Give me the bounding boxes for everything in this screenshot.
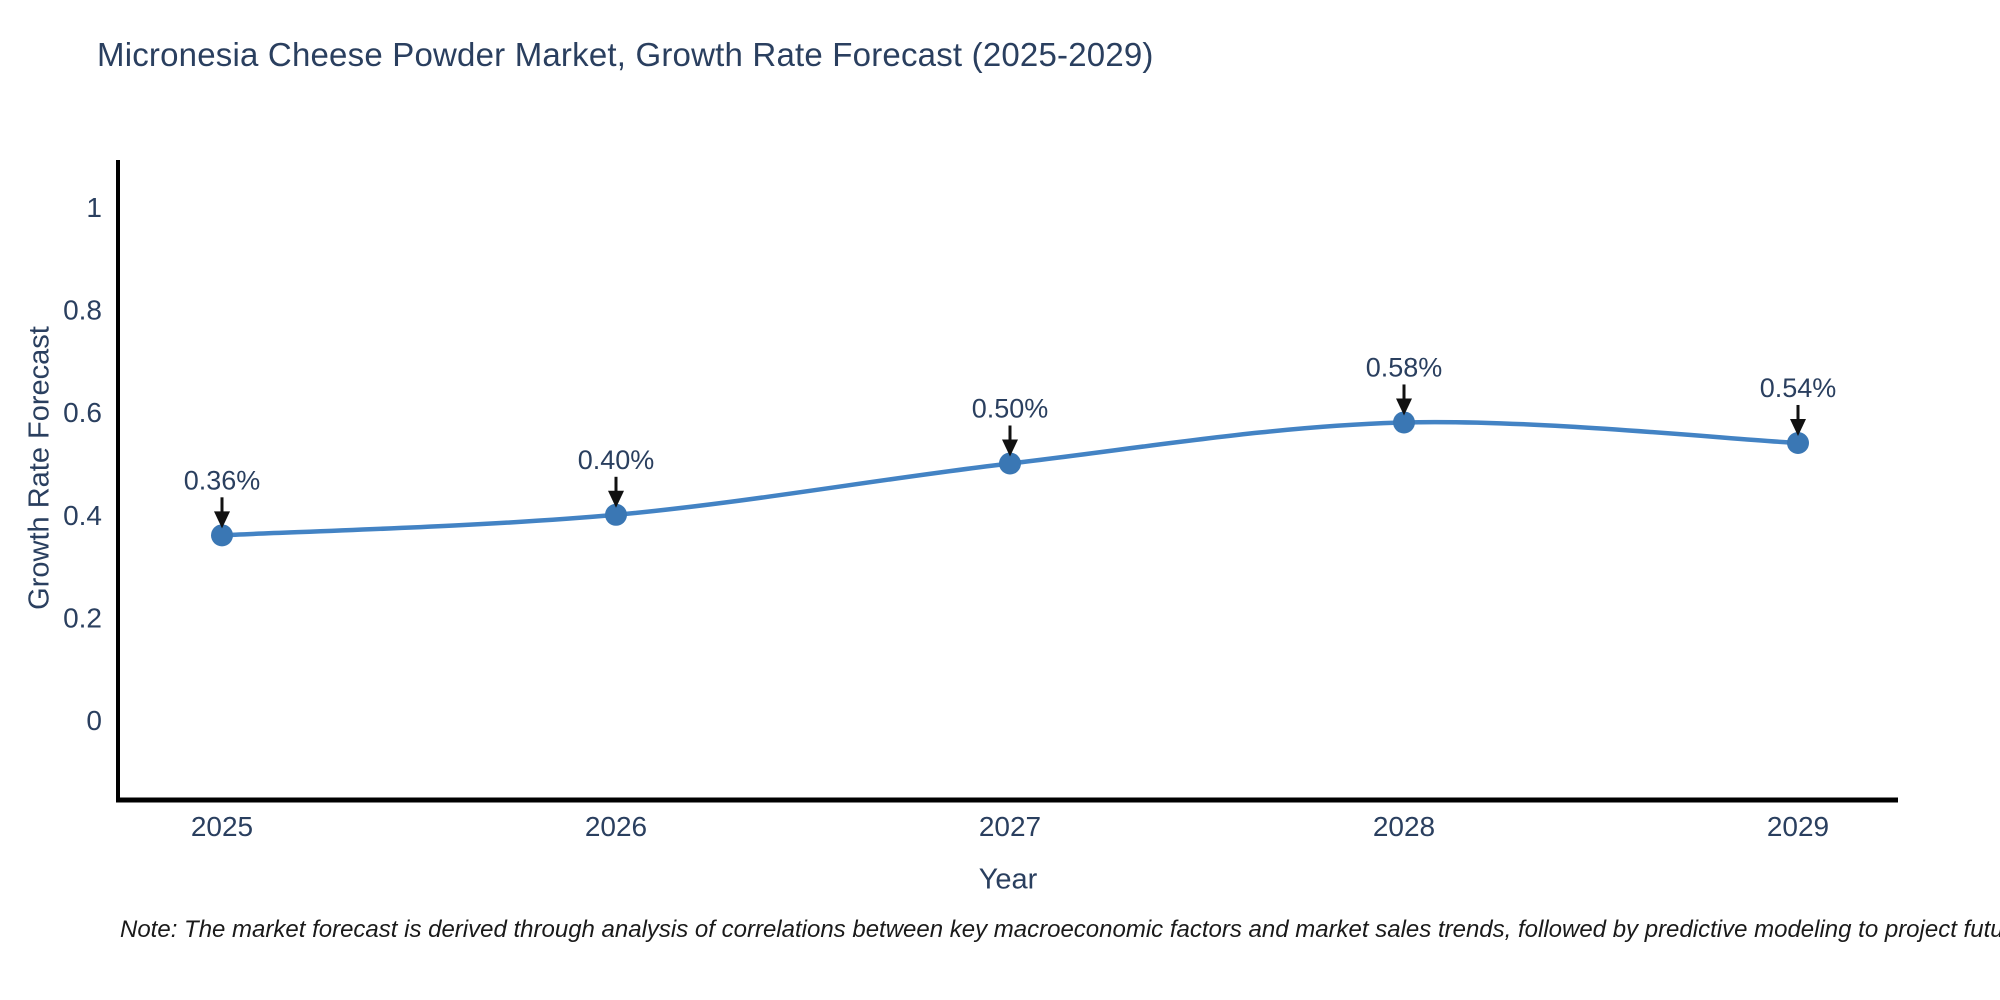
y-tick-label: 0.8 bbox=[63, 295, 102, 326]
annotation-label: 0.40% bbox=[578, 445, 655, 475]
data-point-marker bbox=[1393, 411, 1415, 434]
annotation-label: 0.58% bbox=[1366, 352, 1443, 382]
annotation-arrowhead bbox=[1396, 398, 1412, 416]
annotation-label: 0.54% bbox=[1760, 373, 1837, 403]
footnote: Note: The market forecast is derived thr… bbox=[120, 916, 2000, 943]
annotation-label: 0.36% bbox=[184, 465, 261, 495]
annotation-label: 0.50% bbox=[972, 394, 1049, 424]
annotation-arrowhead bbox=[1002, 439, 1018, 457]
x-tick-label: 2026 bbox=[585, 811, 647, 842]
x-axis-title: Year bbox=[978, 863, 1038, 896]
x-tick-label: 2027 bbox=[979, 811, 1041, 842]
annotation-arrowhead bbox=[214, 511, 230, 529]
y-tick-label: 0.4 bbox=[63, 500, 102, 531]
x-tick-label: 2028 bbox=[1373, 811, 1435, 842]
data-point-marker bbox=[999, 452, 1021, 475]
chart-title: Micronesia Cheese Powder Market, Growth … bbox=[97, 36, 1154, 73]
y-tick-label: 0.6 bbox=[63, 397, 102, 428]
annotation-arrowhead bbox=[1790, 418, 1806, 436]
x-tick-label: 2025 bbox=[191, 811, 253, 842]
annotation-arrowhead bbox=[608, 490, 624, 508]
x-tick-label: 2029 bbox=[1767, 811, 1829, 842]
y-tick-label: 0.2 bbox=[63, 602, 102, 633]
data-point-marker bbox=[211, 524, 233, 547]
data-point-marker bbox=[605, 503, 627, 526]
y-tick-label: 0 bbox=[86, 705, 102, 736]
y-tick-label: 1 bbox=[86, 192, 102, 223]
data-point-marker bbox=[1787, 431, 1809, 454]
